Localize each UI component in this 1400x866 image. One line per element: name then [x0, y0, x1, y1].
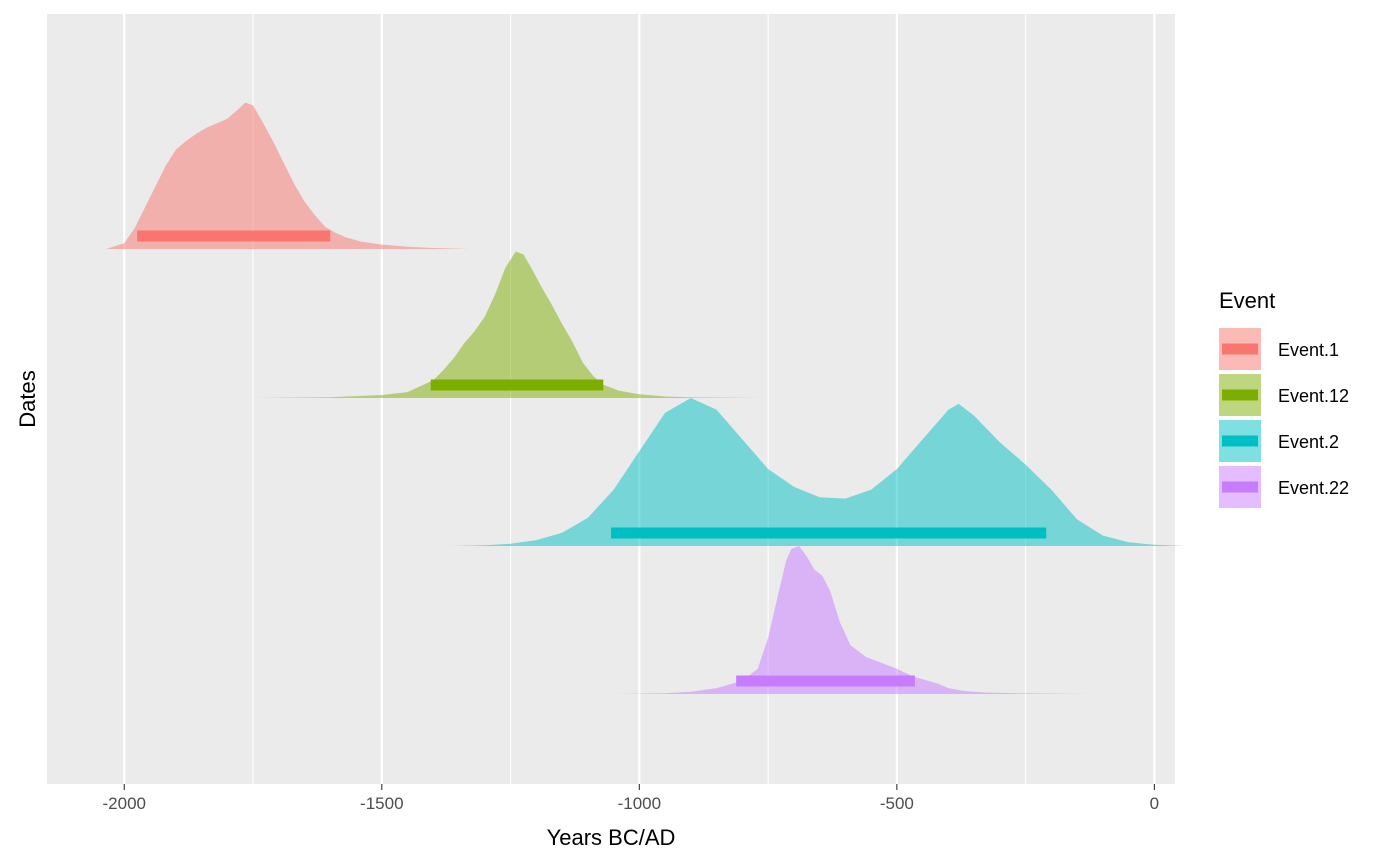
legend-label: Event.22 [1278, 478, 1349, 498]
x-axis-ticks: -2000 -1500 -1000 -500 0 [103, 784, 1159, 813]
legend-label: Event.12 [1278, 386, 1349, 406]
legend-items: Event.1 Event.12 Event.2 Event.22 [1218, 327, 1349, 509]
legend-item-Event.1: Event.1 [1218, 327, 1339, 371]
legend-item-Event.22: Event.22 [1218, 465, 1349, 509]
legend-item-Event.2: Event.2 [1218, 419, 1339, 463]
legend: Event Event.1 Event.12 Event.2 Event.22 [1218, 288, 1349, 509]
x-axis-title: Years BC/AD [547, 825, 676, 850]
density-area [253, 251, 769, 398]
major-grid [123, 14, 1156, 784]
series-Event.1 [106, 102, 470, 249]
x-tick-label: -1000 [618, 794, 661, 813]
legend-label: Event.2 [1278, 432, 1339, 452]
legend-item-Event.12: Event.12 [1218, 373, 1349, 417]
density-area [613, 546, 1093, 694]
series-layer [106, 102, 1186, 694]
legend-label: Event.1 [1278, 340, 1339, 360]
density-area [106, 102, 470, 249]
x-tick-label: -2000 [103, 794, 146, 813]
y-axis-title: Dates [15, 370, 40, 427]
x-tick-label: -500 [880, 794, 914, 813]
x-tick-label: -1500 [360, 794, 403, 813]
legend-title: Event [1219, 288, 1275, 313]
series-Event.22 [613, 546, 1093, 694]
x-tick-label: 0 [1150, 794, 1159, 813]
density-area [448, 398, 1186, 546]
series-Event.12 [253, 251, 769, 398]
series-Event.2 [448, 398, 1186, 546]
